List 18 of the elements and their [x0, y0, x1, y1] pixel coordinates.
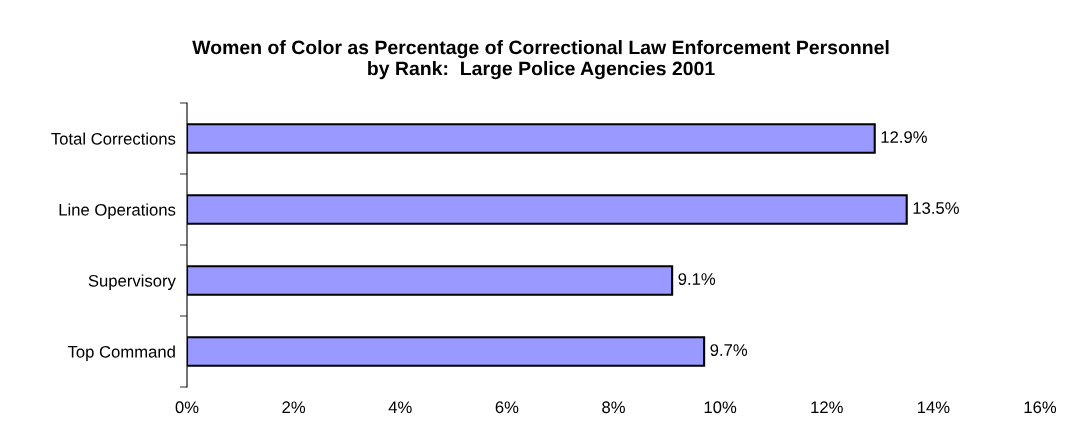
x-tick-label: 12% [811, 401, 843, 414]
y-tick-label: Top Command [67, 345, 175, 361]
x-tick-label: 0% [175, 401, 199, 414]
data-label: 9.1% [678, 273, 716, 285]
y-tick-label: Supervisory [88, 274, 176, 290]
y-tick-label: Total Corrections [51, 132, 176, 145]
x-tick-label: 4% [388, 401, 412, 414]
x-tick-label: 8% [602, 401, 625, 414]
x-tick-label: 6% [495, 401, 519, 414]
data-label: 9.7% [710, 344, 748, 356]
x-tick-label: 16% [1024, 401, 1057, 414]
data-label: 12.9% [881, 131, 927, 143]
x-tick-label: 14% [917, 401, 950, 414]
data-label: 13.5% [913, 202, 959, 214]
x-tick-label: 10% [704, 401, 737, 414]
x-tick-label: 2% [282, 401, 306, 414]
y-tick-label: Line Operations [59, 203, 176, 219]
chart-title: Women of Color as Percentage of Correctional Law Enforcement Personnel by Rank: Large Police Agencies 2001 [192, 40, 889, 80]
